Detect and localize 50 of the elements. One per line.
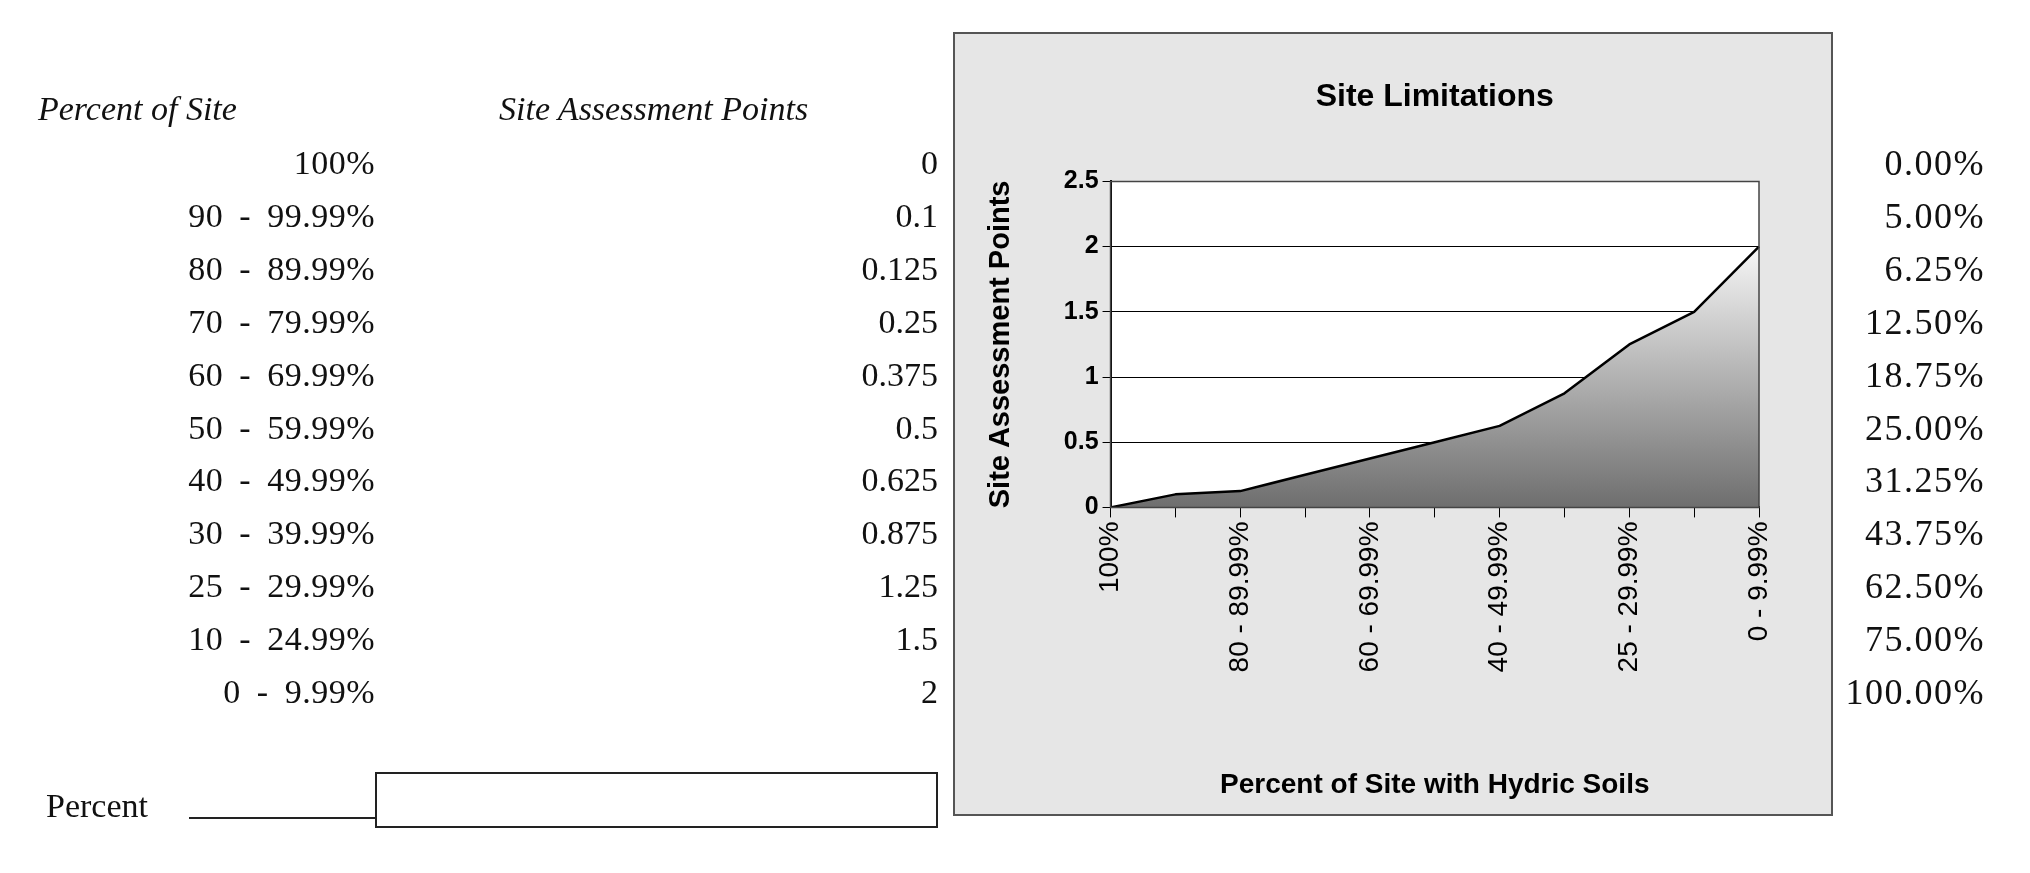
y-tick-label: 2 (1084, 230, 1099, 259)
y-tick-label: 0.5 (1063, 426, 1099, 455)
category-label: 10 - 24.99% (188, 620, 375, 658)
data-label: 0.5 (895, 408, 938, 446)
data-label: 43.75% (1865, 513, 1985, 554)
data-label: 0.375 (861, 355, 938, 393)
category-label: 40 - 49.99% (188, 461, 375, 499)
y-tick-label: 1 (1084, 360, 1099, 389)
text: Percent (46, 787, 148, 824)
x-tick-label: 100% (1093, 521, 1125, 594)
data-label: 0.25 (878, 302, 938, 340)
data-label: 75.00% (1865, 619, 1985, 660)
x-tick-label: 25 - 29.99% (1612, 521, 1644, 673)
category-label: 90 - 99.99% (188, 196, 375, 234)
category-label: 30 - 39.99% (188, 514, 375, 552)
chart-title: Site Limitations (1315, 77, 1554, 114)
data-label: 1.5 (895, 620, 938, 658)
data-label: 5.00% (1884, 195, 1985, 236)
data-label: 25.00% (1865, 407, 1985, 448)
y-tick-label: 2.5 (1063, 165, 1099, 194)
x-axis-title: Percent of Site with Hydric Soils (1220, 767, 1650, 799)
x-tick-label: 60 - 69.99% (1352, 521, 1384, 673)
category-label: 70 - 79.99% (188, 302, 375, 340)
data-label: 0 (921, 144, 938, 181)
text: Site Assessment Points (499, 90, 809, 127)
data-label: 18.75% (1865, 354, 1985, 395)
data-label: 0.875 (861, 514, 938, 552)
category-label: 60 - 69.99% (188, 355, 375, 393)
x-tick-label: 0 - 9.99% (1741, 521, 1773, 642)
data-label: 62.50% (1865, 566, 1985, 607)
text: Percent of Site (38, 90, 237, 127)
data-label: 0.125 (861, 249, 938, 287)
data-label: 100.00% (1845, 672, 1985, 712)
category-label: 50 - 59.99% (188, 408, 375, 446)
data-label: 6.25% (1884, 248, 1985, 289)
x-tick-label: 40 - 49.99% (1482, 521, 1514, 673)
data-label: 2 (921, 673, 938, 710)
category-label: 0 - 9.99% (223, 673, 375, 710)
data-label: 0.625 (861, 461, 938, 499)
category-label: 80 - 89.99% (188, 249, 375, 287)
data-label: 1.25 (878, 567, 938, 605)
category-label: 100% (293, 144, 375, 181)
x-tick-label: 80 - 89.99% (1222, 521, 1254, 673)
data-label: 12.50% (1865, 301, 1985, 342)
data-label: 0.1 (895, 196, 938, 234)
y-axis-title: Site Assessment Points (983, 180, 1016, 509)
y-tick-label: 1.5 (1063, 295, 1099, 324)
data-label: 0.00% (1884, 143, 1985, 183)
y-tick-label: 0 (1084, 491, 1099, 520)
data-label: 31.25% (1865, 460, 1985, 501)
